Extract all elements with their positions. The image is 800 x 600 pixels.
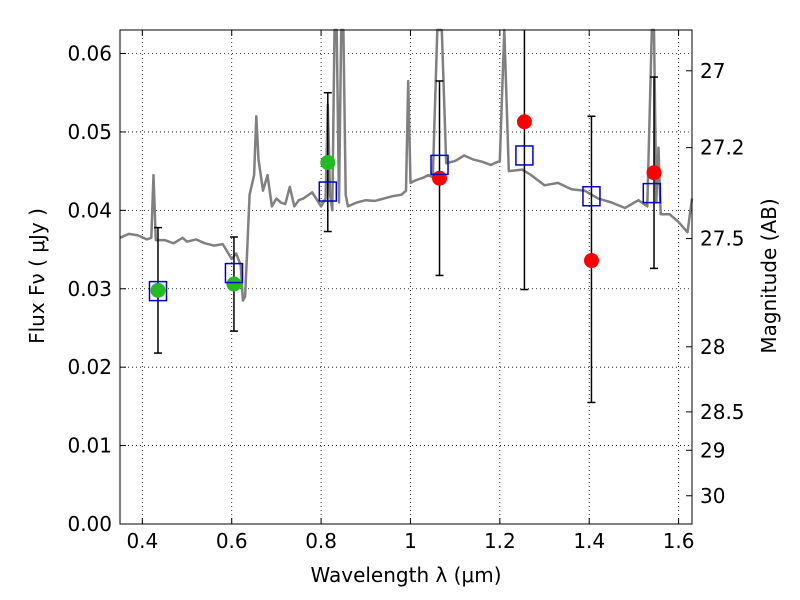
y-tick-label: 0.02	[67, 355, 112, 379]
y-tick-label: 0.06	[67, 42, 112, 66]
right-tick-label: 27.5	[700, 227, 745, 251]
y-tick-label: 0.04	[67, 198, 112, 222]
model-photometry-square	[642, 182, 662, 204]
y-tick-label: 0.03	[67, 277, 112, 301]
x-tick-label: 1	[404, 529, 417, 553]
observed-point	[432, 170, 448, 186]
model-photometry-square	[430, 154, 449, 176]
x-tick-label: 1.6	[663, 529, 695, 553]
grid	[120, 30, 692, 525]
x-tick-label: 0.8	[305, 529, 337, 553]
right-tick-label: 28	[700, 335, 725, 359]
y-axis-label-right: Magnitude (AB)	[757, 198, 781, 353]
right-tick-label: 28.5	[700, 400, 745, 424]
right-tick-label: 30	[700, 484, 725, 508]
right-tick-label: 29	[700, 438, 725, 462]
model-photometry-points	[148, 145, 662, 302]
y-tick-label: 0.01	[67, 434, 112, 458]
x-tick-label: 1.2	[484, 529, 516, 553]
axes-frame	[119, 29, 693, 525]
y-tick-label: 0.05	[67, 120, 112, 144]
model-photometry-square	[224, 262, 244, 284]
model-photometry-square	[515, 145, 534, 166]
x-axis-label: Wavelength λ (μm)	[310, 563, 501, 587]
model-photometry-square	[148, 280, 168, 302]
right-axis-ticks: 27 27.2 27.5 28 28.5 29 30	[686, 59, 745, 508]
x-tick-label: 0.6	[216, 529, 248, 553]
observed-points	[150, 114, 662, 298]
model-spectrum	[119, 28, 694, 302]
y-axis-ticks: 0.00 0.01 0.02 0.03 0.04 0.05 0.06	[67, 42, 126, 536]
observed-point	[320, 155, 336, 171]
spectrum-line	[119, 28, 694, 302]
x-axis-ticks: 0.4 0.6 0.8 1 1.2 1.4 1.6	[126, 30, 695, 553]
observed-point	[583, 253, 599, 269]
model-photometry-square	[318, 181, 338, 202]
observed-point	[150, 282, 166, 298]
right-tick-label: 27.2	[700, 136, 745, 160]
x-tick-label: 0.4	[126, 529, 158, 553]
observed-point	[226, 276, 242, 292]
right-tick-label: 27	[700, 59, 725, 83]
model-photometry-square	[582, 185, 601, 207]
observed-point	[646, 165, 662, 181]
y-tick-label: 0.00	[67, 512, 112, 536]
x-tick-label: 1.4	[573, 529, 605, 553]
y-axis-label-left: Flux Fν ( μJy )	[25, 208, 49, 344]
error-bars	[153, 30, 659, 404]
observed-point	[516, 114, 532, 130]
